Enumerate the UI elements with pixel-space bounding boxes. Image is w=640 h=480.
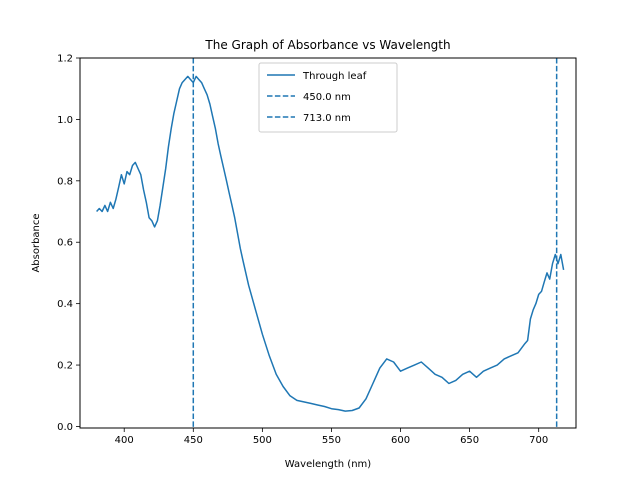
legend-box (258, 62, 398, 133)
x-tick-label: 500 (253, 435, 272, 446)
series-layer (96, 58, 565, 428)
y-tick-label: 0.6 (57, 238, 73, 249)
legend-label: 450.0 nm (303, 92, 351, 103)
y-axis-label: Absorbance (31, 213, 42, 272)
series-line-through-leaf (96, 75, 565, 412)
legend: Through leaf 450.0 nm 713.0 nm (258, 62, 398, 133)
plot-area: 400 450 500 550 600 650 700 0.0 0.2 0.4 0.6 0.8 1.0… (57, 54, 577, 446)
y-tick-label: 0.8 (57, 176, 73, 187)
y-tick-label: 1.2 (57, 54, 73, 65)
x-tick-label: 650 (460, 435, 479, 446)
plot-frame (79, 57, 577, 429)
x-tick-label: 700 (529, 435, 548, 446)
y-tick-label: 0.4 (57, 299, 73, 310)
y-tick-label: 0.2 (57, 361, 73, 372)
x-axis-label: Wavelength (nm) (285, 459, 371, 470)
y-tick-label: 1.0 (57, 115, 73, 126)
chart-title: The Graph of Absorbance vs Wavelength (204, 38, 450, 52)
x-axis: 400 450 500 550 600 650 700 (115, 428, 548, 446)
legend-label: Through leaf (302, 71, 367, 82)
x-tick-label: 550 (322, 435, 341, 446)
y-axis: 0.0 0.2 0.4 0.6 0.8 1.0 1.2 (57, 54, 80, 433)
x-tick-label: 600 (391, 435, 410, 446)
y-tick-label: 0.0 (57, 422, 73, 433)
x-tick-label: 400 (115, 435, 134, 446)
legend-label: 713.0 nm (303, 113, 351, 124)
x-tick-label: 450 (184, 435, 203, 446)
